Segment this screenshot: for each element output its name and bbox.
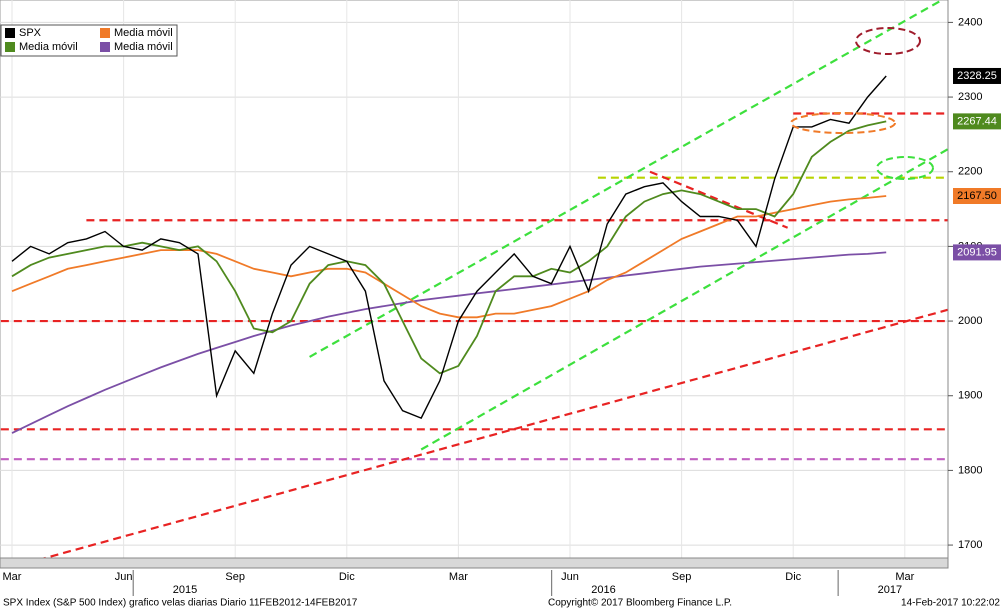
- x-tick-label: Dic: [785, 571, 801, 583]
- last-value-label: 2091.95: [957, 246, 997, 258]
- x-tick-label: Sep: [225, 571, 245, 583]
- x-tick-label: Sep: [672, 571, 692, 583]
- last-value-label: 2167.50: [957, 190, 997, 202]
- x-tick-label: Mar: [3, 571, 22, 583]
- series-line: [11, 120, 887, 375]
- x-tick-label: Mar: [895, 571, 914, 583]
- series-line: [11, 195, 887, 319]
- x-tick-label: Dic: [339, 571, 355, 583]
- last-value-label: 2328.25: [957, 70, 997, 82]
- reference-line: [649, 170, 789, 229]
- y-tick-label: 2400: [958, 16, 982, 28]
- last-value-label: 2267.44: [957, 115, 997, 127]
- highlight-ellipse: [855, 27, 921, 55]
- x-axis-band: [0, 557, 949, 569]
- footer-right: 14-Feb-2017 10:22:02: [901, 598, 1000, 609]
- reference-line: [420, 148, 948, 451]
- plot-area: [0, 0, 949, 559]
- series-line: [11, 251, 887, 434]
- highlight-ellipse: [876, 156, 934, 180]
- last-value-tag: [953, 67, 1001, 84]
- legend-label: Media móvil: [114, 41, 173, 53]
- grid: [0, 0, 948, 558]
- legend-swatch: [5, 42, 15, 52]
- annotations: [790, 27, 934, 180]
- legend-label: Media móvil: [114, 27, 173, 39]
- y-tick-label: 1900: [958, 390, 982, 402]
- axes: 17001800190020002100220023002400MarJunSe…: [3, 16, 1001, 596]
- legend-label: Media móvil: [19, 41, 78, 53]
- reference-lines: [0, 0, 948, 558]
- reference-line: [309, 0, 943, 358]
- year-label: 2016: [591, 584, 615, 596]
- series-lines: [11, 75, 887, 434]
- legend-swatch: [5, 28, 15, 38]
- legend-swatch: [100, 42, 110, 52]
- x-tick-label: Jun: [115, 571, 133, 583]
- highlight-ellipse: [790, 112, 896, 134]
- reference-line: [41, 308, 948, 558]
- y-tick-label: 2200: [958, 166, 982, 178]
- last-value-tag: [953, 188, 1001, 204]
- y-tick-label: 1700: [958, 539, 982, 551]
- x-tick-label: Mar: [449, 571, 468, 583]
- year-label: 2017: [878, 584, 902, 596]
- series-line: [11, 75, 887, 419]
- y-tick-label: 1800: [958, 464, 982, 476]
- legend-label: SPX: [19, 27, 42, 39]
- last-value-tag: [953, 244, 1001, 261]
- y-tick-label: 2300: [958, 91, 982, 103]
- footer-center: Copyright© 2017 Bloomberg Finance L.P.: [548, 598, 732, 609]
- year-label: 2015: [173, 584, 197, 596]
- legend-box: [0, 24, 178, 57]
- y-tick-label: 2000: [958, 315, 982, 327]
- legend: SPX Media móvil Media móvil Media móvil: [0, 24, 178, 57]
- footer-left: SPX Index (S&P 500 Index) grafico velas …: [3, 598, 358, 609]
- legend-swatch: [100, 28, 110, 38]
- last-value-tag: [953, 113, 1001, 130]
- x-tick-label: Jun: [561, 571, 579, 583]
